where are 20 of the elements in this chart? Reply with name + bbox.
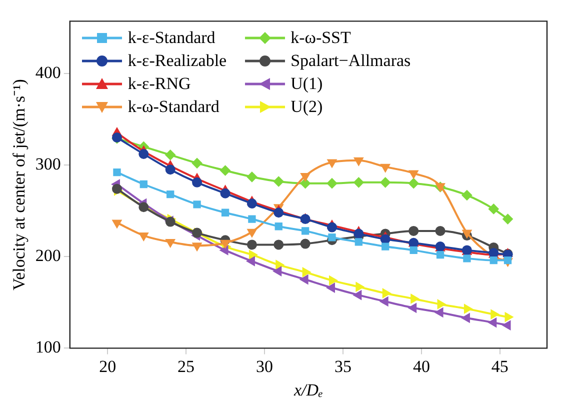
x-tick-label: 25: [178, 356, 195, 376]
legend-label: U(2): [290, 96, 323, 118]
legend-label: U(1): [290, 73, 323, 96]
legend-label: k-ε-Realizable: [128, 50, 227, 72]
legend-label: k-ε-Standard: [128, 27, 216, 50]
y-axis-title: Velocity at center of jet/(m·s⁻¹): [10, 79, 29, 290]
x-axis-title: x/Dₑ: [292, 380, 323, 400]
legend-label: k-ω-SST: [290, 27, 351, 50]
x-tick-label: 20: [99, 356, 116, 376]
y-tick-label: 400: [35, 62, 61, 82]
y-tick-label: 300: [35, 154, 61, 174]
x-tick-label: 30: [256, 356, 274, 376]
x-tick-label: 35: [334, 356, 352, 376]
legend-label: k-ε-RNG: [128, 73, 191, 96]
y-tick-label: 100: [35, 338, 61, 357]
legend-label: k-ω-Standard: [128, 96, 220, 118]
legend-label: Spalart−Allmaras: [290, 50, 411, 72]
x-tick-label: 45: [491, 356, 508, 376]
x-tick-label: 40: [412, 356, 430, 376]
y-tick-label: 200: [35, 246, 61, 266]
